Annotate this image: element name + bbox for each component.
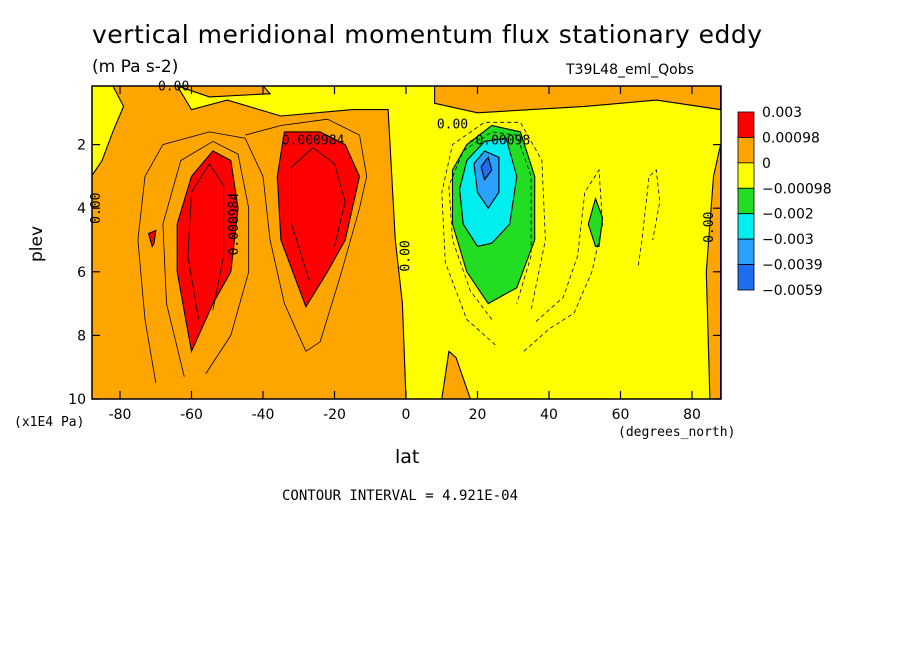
contour-line-1 [162,140,250,377]
contour-label: 0.00 [158,80,189,95]
contour-label: 0.00 [399,240,414,271]
region-orange-bottom-right [441,350,471,399]
x-axis-units: (degrees_north) [618,425,736,440]
region-yellow-left-strip [92,86,125,177]
colorbar-swatch [737,187,755,215]
filled-regions [92,86,721,399]
y-tick-label: 2 [77,138,86,154]
contour-labels: 0.000.000.0009840.0009840.000.00-0.00098… [89,80,717,272]
y-tick-label: 4 [77,201,86,217]
y-axis-label: plev [27,225,47,262]
y-tick-label: 8 [77,328,86,344]
contour-label: -0.00098 [468,134,531,149]
colorbar-label: 0.003 [762,105,802,121]
colorbar-label: −0.0059 [762,283,823,299]
chart-title: vertical meridional momentum flux statio… [92,20,763,49]
x-axis: -80 -60 -40 -20 0 20 40 60 80 [109,86,701,423]
region-green-spot [587,196,604,247]
contour-lines [137,118,661,384]
colorbar-label: 0 [762,156,771,172]
region-blue-north [473,150,500,210]
chart-units: (m Pa s-2) [92,57,179,77]
contour-label: 0.000984 [227,193,242,256]
colorbar-swatch [737,238,755,265]
x-tick-label: 0 [402,407,411,423]
y-axis-units: (x1E4 Pa) [14,415,85,430]
x-tick-label: -60 [180,407,203,423]
y-axis: 2 4 6 8 10 [68,138,721,408]
y-tick-label: 10 [68,392,86,408]
region-darkblue-north [480,156,493,181]
colorbar-swatch [737,111,755,138]
x-tick-label: 40 [540,407,558,423]
x-tick-label: 20 [469,407,487,423]
colorbar-label: 0.00098 [762,130,820,146]
colorbar-swatch [737,213,755,240]
x-tick-label: 80 [683,407,701,423]
colorbar: 0.003 0.00098 0 −0.00098 −0.002 −0.003 −0.0039… [737,105,832,299]
contour-line-3 [291,147,346,282]
y-tick-label: 6 [77,265,86,281]
colorbar-swatch [737,137,755,164]
region-red-dot [147,229,157,248]
contour-line-5 [448,131,532,320]
contour-label: 0.000984 [282,134,345,149]
region-red-south-1 [176,150,239,354]
x-axis-label: lat [395,446,420,468]
dataset-name: T39L48_eml_Qobs [566,62,694,78]
colorbar-label: −0.0039 [762,258,823,274]
x-tick-label: 60 [612,407,630,423]
colorbar-swatch [737,162,755,189]
x-tick-label: -80 [109,407,132,423]
colorbar-label: −0.00098 [762,181,832,197]
colorbar-label: −0.002 [762,207,814,223]
x-tick-label: -20 [323,407,346,423]
x-tick-label: -40 [252,407,275,423]
contour-line-6 [523,168,604,352]
colorbar-swatch [737,264,755,291]
region-orange-left-top [177,86,272,98]
contour-line-0 [137,118,368,384]
contour-line-2 [187,162,225,320]
contour-label: 0.00 [437,118,468,133]
region-red-south-2 [276,131,361,309]
contour-interval: CONTOUR INTERVAL = 4.921E-04 [282,488,519,504]
contour-label: 0.00 [702,212,717,243]
colorbar-label: −0.003 [762,232,814,248]
